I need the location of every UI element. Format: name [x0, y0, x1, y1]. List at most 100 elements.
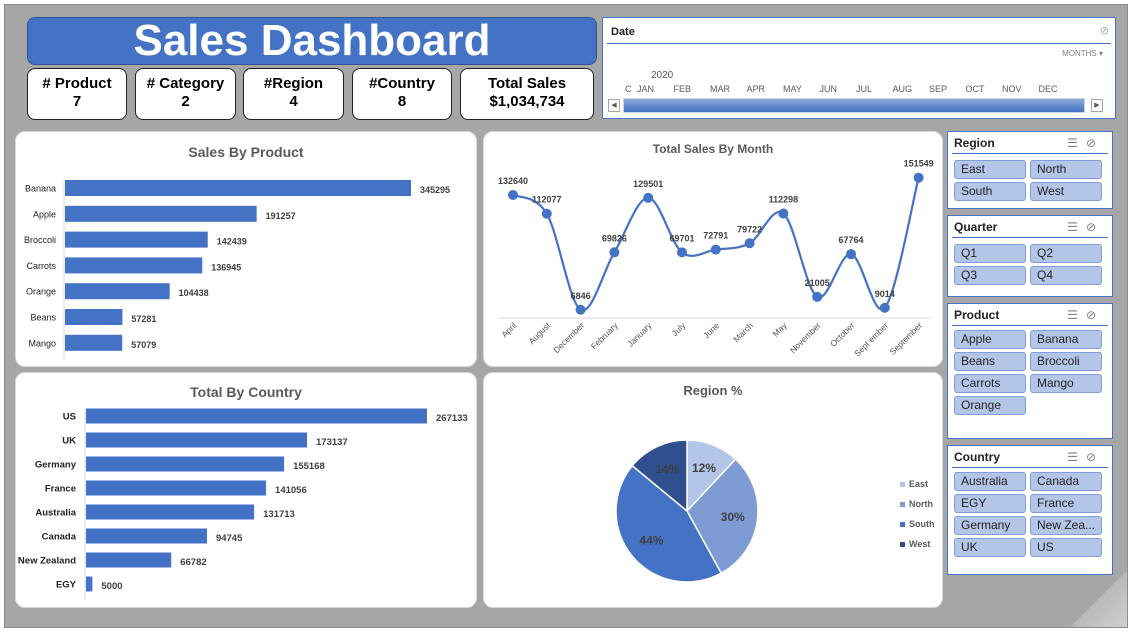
data-point[interactable] — [677, 247, 687, 258]
date-timeline[interactable]: Date ⊘ MONTHS ▾ 2020 C JAN FEB MAR APR MAY JUN… — [602, 17, 1116, 119]
timeline-level-dropdown[interactable]: MONTHS ▾ — [1062, 49, 1103, 58]
multi-select-icon[interactable]: ☰ — [1067, 136, 1086, 150]
timeline-month-jun[interactable]: JUN — [819, 84, 838, 94]
data-point[interactable] — [643, 192, 654, 203]
timeline-month-may[interactable]: MAY — [783, 84, 802, 94]
slicer-item-france[interactable]: France — [1030, 494, 1102, 513]
data-label: 132640 — [498, 176, 528, 186]
slicer-item-north[interactable]: North — [1030, 160, 1102, 179]
slicer-item-q4[interactable]: Q4 — [1030, 266, 1102, 285]
timeline-month-sep[interactable]: SEP — [929, 84, 948, 94]
slicer-item-banana[interactable]: Banana — [1030, 330, 1102, 349]
slicer-item-australia[interactable]: Australia — [954, 472, 1026, 491]
slicer-item-mango[interactable]: Mango — [1030, 374, 1102, 393]
data-point[interactable] — [541, 208, 552, 219]
timeline-month-c[interactable]: C — [625, 84, 632, 94]
slicer-item-broccoli[interactable]: Broccoli — [1030, 352, 1102, 371]
timeline-selection-bar[interactable] — [623, 98, 1085, 113]
data-point[interactable] — [575, 304, 586, 315]
bar[interactable] — [65, 205, 257, 222]
timeline-month-oct[interactable]: OCT — [965, 84, 985, 94]
pie-slice[interactable] — [686, 458, 759, 575]
kpi-label: #Country — [369, 75, 435, 92]
multi-select-icon[interactable]: ☰ — [1067, 220, 1086, 234]
sales-by-month-panel: Total Sales By Month 132640 April 112077 Au… — [483, 131, 943, 367]
scroll-right-icon[interactable]: ▶ — [1091, 99, 1103, 112]
clear-filter-icon[interactable]: ⊘ — [1085, 136, 1104, 150]
slicer-item-carrots[interactable]: Carrots — [954, 374, 1026, 393]
data-label: 21005 — [805, 278, 830, 288]
slicer-item-apple[interactable]: Apple — [954, 330, 1026, 349]
slicer-item-west[interactable]: West — [1030, 182, 1102, 201]
slicer-item-egy[interactable]: EGY — [954, 494, 1026, 513]
timeline-month-apr[interactable]: APR — [746, 84, 766, 94]
slicer-item-q3[interactable]: Q3 — [954, 266, 1026, 285]
slicer-item-orange[interactable]: Orange — [954, 396, 1026, 415]
bar[interactable] — [86, 528, 207, 544]
slicer-item-q2[interactable]: Q2 — [1030, 244, 1102, 263]
slicer-item-beans[interactable]: Beans — [954, 352, 1026, 371]
bar[interactable] — [65, 309, 123, 325]
timeline-month-nov[interactable]: NOV — [1002, 84, 1022, 94]
slicer-item-east[interactable]: East — [954, 160, 1026, 179]
data-point[interactable] — [744, 238, 755, 249]
slicer-item-germany[interactable]: Germany — [954, 516, 1026, 535]
quarter-slicer: Quarter ☰⊘ Q1 Q2 Q3 Q4 — [947, 215, 1113, 297]
x-tick-label: April — [499, 320, 518, 339]
kpi-category-count: # Category 2 — [135, 68, 236, 120]
bar[interactable] — [86, 552, 172, 568]
category-label: France — [45, 484, 76, 495]
data-point[interactable] — [778, 208, 789, 219]
slicer-item-uk[interactable]: UK — [954, 538, 1026, 557]
data-label: 9014 — [875, 289, 895, 299]
bar[interactable] — [86, 432, 308, 448]
slicer-item-canada[interactable]: Canada — [1030, 472, 1102, 491]
pie-slice[interactable] — [631, 439, 688, 513]
slicer-icons: ☰⊘ — [1067, 308, 1104, 322]
timeline-month-aug[interactable]: AUG — [892, 84, 913, 94]
timeline-month-jan[interactable]: JAN — [637, 84, 655, 94]
slicer-item-south[interactable]: South — [954, 182, 1026, 201]
data-point[interactable] — [710, 244, 721, 255]
bar[interactable] — [65, 334, 123, 351]
data-point[interactable] — [913, 172, 924, 183]
sales-by-product-panel: Sales By Product Banana 345295 Apple 191257… — [15, 131, 477, 367]
slicer-item-q1[interactable]: Q1 — [954, 244, 1026, 263]
timeline-month-dec[interactable]: DEC — [1038, 84, 1058, 94]
bar[interactable] — [65, 180, 411, 196]
slicer-item-us[interactable]: US — [1030, 538, 1102, 557]
bar[interactable] — [65, 231, 208, 248]
data-point[interactable] — [812, 291, 823, 302]
category-label: Orange — [26, 287, 56, 297]
chart-title: Region % — [683, 383, 743, 398]
bar[interactable] — [65, 257, 203, 274]
slicer-item-new-zealand[interactable]: New Zea... — [1030, 516, 1102, 535]
timeline-month-feb[interactable]: FEB — [673, 84, 692, 94]
kpi-value: 2 — [181, 93, 190, 110]
clear-filter-icon[interactable]: ⊘ — [1085, 308, 1104, 322]
timeline-month-mar[interactable]: MAR — [710, 84, 730, 94]
clear-filter-icon[interactable]: ⊘ — [1085, 220, 1104, 234]
pie-slice[interactable] — [615, 464, 723, 583]
category-label: Germany — [35, 460, 77, 471]
bar[interactable] — [65, 283, 170, 300]
clear-filter-icon[interactable]: ⊘ — [1085, 450, 1104, 464]
data-point[interactable] — [846, 249, 856, 260]
multi-select-icon[interactable]: ☰ — [1067, 450, 1086, 464]
timeline-month-jul[interactable]: JUL — [856, 84, 873, 94]
bar[interactable] — [86, 408, 427, 424]
bar[interactable] — [86, 504, 255, 520]
bar[interactable] — [86, 480, 267, 496]
data-point[interactable] — [879, 302, 890, 313]
x-tick-label: Sept ember — [852, 320, 890, 358]
multi-select-icon[interactable]: ☰ — [1067, 308, 1086, 322]
slicer-title: Region — [954, 136, 995, 150]
data-label: 69701 — [669, 233, 694, 243]
slice-label: 30% — [721, 510, 745, 524]
data-point[interactable] — [609, 247, 620, 258]
clear-filter-icon[interactable]: ⊘ — [1099, 25, 1109, 37]
scroll-left-icon[interactable]: ◀ — [608, 99, 620, 112]
data-point[interactable] — [508, 189, 518, 200]
bar[interactable] — [86, 576, 93, 592]
bar[interactable] — [86, 456, 285, 472]
